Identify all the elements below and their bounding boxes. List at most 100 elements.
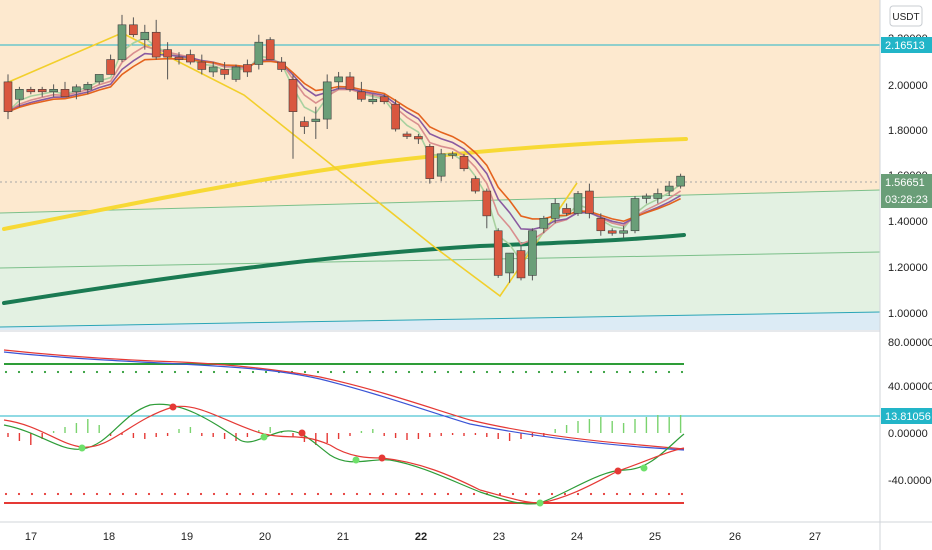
osc-lower-dot <box>186 492 190 496</box>
candle-body <box>106 59 115 75</box>
candle-body <box>26 89 36 93</box>
candle-body <box>448 153 457 156</box>
osc-lower-dot <box>303 492 307 496</box>
osc-lower-dot <box>550 492 554 496</box>
osc-lower-dot <box>4 492 8 496</box>
osc-lower-dot <box>589 492 593 496</box>
candle-body <box>174 56 184 60</box>
candle-body <box>414 136 423 140</box>
osc-lower-dot <box>654 492 658 496</box>
price-tick: 1.00000 <box>888 308 928 320</box>
symbol-badge-box[interactable] <box>889 5 923 27</box>
candle-body <box>471 178 480 192</box>
price-pane[interactable] <box>0 0 881 330</box>
osc-lower-dot <box>628 492 632 496</box>
candle <box>174 52 184 65</box>
osc-upper-dot <box>563 370 567 374</box>
price-axis[interactable]: USDT 1.00000 1.20000 1.40000 1.60000 1.8… <box>881 5 932 320</box>
osc-signal-dot <box>640 464 648 472</box>
osc-lower-dot <box>394 492 398 496</box>
time-tick: 22 <box>415 531 427 543</box>
candle-body <box>402 133 412 137</box>
oscillator-pane[interactable] <box>0 349 880 507</box>
osc-upper-dot <box>537 370 541 374</box>
osc-lower-dot <box>602 492 606 496</box>
candle <box>208 62 218 77</box>
osc-upper-dot <box>407 370 411 374</box>
candle-body <box>345 76 355 90</box>
osc-lower-dot <box>680 492 684 496</box>
osc-lower-dot <box>147 492 151 496</box>
osc-upper-dot <box>589 370 593 374</box>
time-tick: 21 <box>337 531 349 543</box>
candle-body <box>254 41 264 65</box>
candle-body <box>528 230 537 276</box>
osc-upper-dot <box>368 370 372 374</box>
candle-body <box>573 193 583 214</box>
candle-body <box>311 118 321 122</box>
osc-lower-dot <box>407 492 411 496</box>
candle <box>391 99 400 132</box>
osc-signal-dot <box>169 403 177 411</box>
candle-body <box>83 84 93 90</box>
price-tick: 1.80000 <box>888 125 928 137</box>
zigzag-line <box>3 32 578 298</box>
osc-upper-dot <box>186 370 190 374</box>
candle-body <box>277 61 286 70</box>
osc-upper-dot <box>329 370 333 374</box>
candle-body <box>357 91 366 100</box>
candle-body <box>140 31 150 40</box>
candle <box>163 42 172 80</box>
osc-upper-dot <box>212 370 216 374</box>
osc-upper-dot <box>173 370 177 374</box>
candle <box>140 24 150 50</box>
osc-red-line-upper <box>3 349 685 450</box>
candle <box>288 74 298 159</box>
lower-band <box>0 312 880 330</box>
osc-upper-dot <box>654 370 658 374</box>
osc-lower-dot <box>290 492 294 496</box>
candle <box>265 37 275 60</box>
osc-upper-dot <box>134 370 138 374</box>
time-tick: 26 <box>729 531 741 543</box>
candle <box>379 94 389 105</box>
candle-body <box>3 81 13 112</box>
osc-lower-dot <box>134 492 138 496</box>
candle-body <box>163 49 172 58</box>
osc-hline-tag: 13.81056 <box>885 411 931 423</box>
osc-upper-dot <box>641 370 645 374</box>
orange-ma <box>7 57 681 223</box>
countdown-tag: 03:28:23 <box>885 194 928 206</box>
osc-lower-dot <box>667 492 671 496</box>
candle <box>664 181 674 197</box>
oscillator-axis[interactable]: 80.00000 40.00000 0.00000 -40.00000 13.8… <box>881 337 932 487</box>
osc-lower-dot <box>69 492 73 496</box>
osc-lower-dot <box>173 492 177 496</box>
candle-body <box>505 252 514 274</box>
osc-signal-dot <box>378 454 386 462</box>
osc-signal-dot <box>260 433 268 441</box>
symbol-badge: USDT <box>892 12 919 23</box>
osc-upper-dot <box>524 370 528 374</box>
osc-lower-dot <box>459 492 463 496</box>
candle <box>573 191 583 216</box>
candle <box>550 198 560 224</box>
time-axis[interactable]: 17 18 19 20 21 22 23 24 25 26 27 <box>25 531 821 543</box>
candle <box>60 81 70 98</box>
time-tick: 17 <box>25 531 37 543</box>
last-price-tag: 1.56651 <box>885 177 925 189</box>
osc-lower-dot <box>368 492 372 496</box>
candle-body <box>197 61 207 70</box>
osc-lower-dot <box>576 492 580 496</box>
osc-lower-dot <box>121 492 125 496</box>
osc-upper-dot <box>472 370 476 374</box>
candle <box>106 54 115 75</box>
osc-lower-dot <box>524 492 528 496</box>
candle <box>436 148 446 182</box>
osc-lower-dot <box>225 492 229 496</box>
osc-hline-tag-box <box>881 408 932 424</box>
candle <box>505 252 514 283</box>
candle <box>585 183 594 219</box>
candle-body <box>459 156 469 170</box>
candle-body <box>562 208 571 214</box>
